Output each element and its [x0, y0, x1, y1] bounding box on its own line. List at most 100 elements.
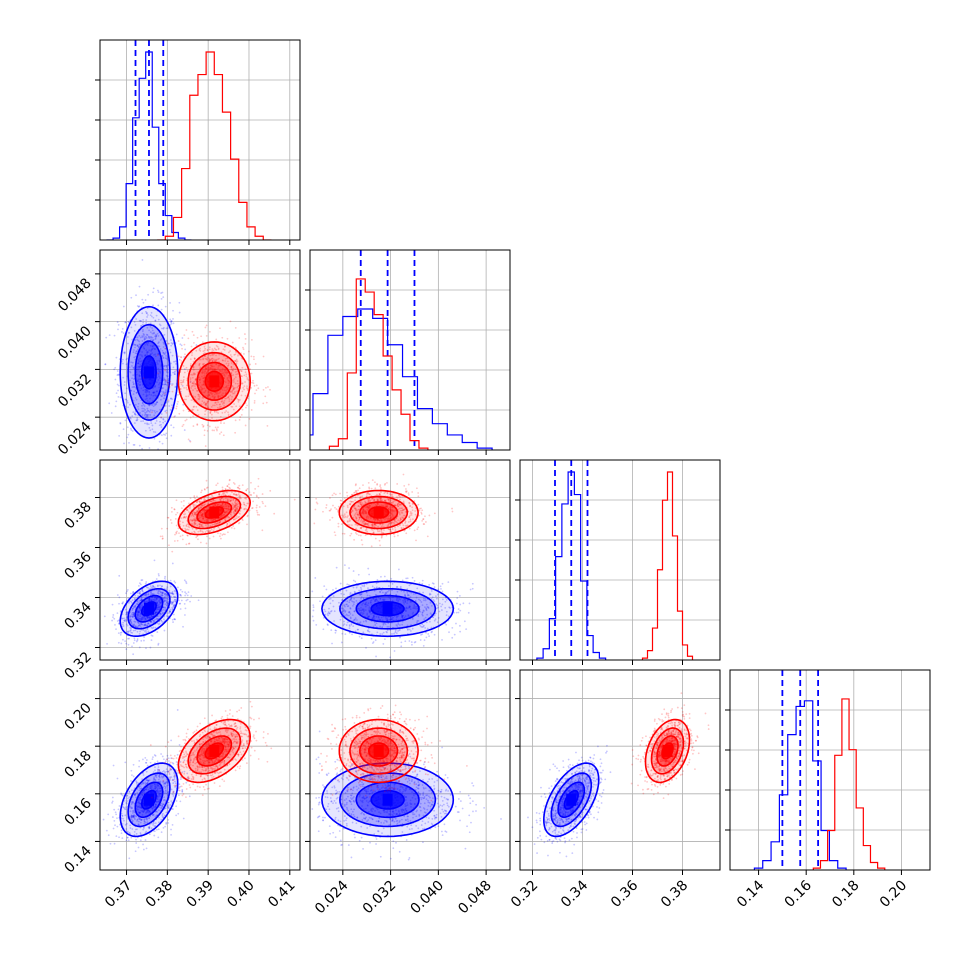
sample-point	[265, 386, 267, 389]
sample-point	[165, 391, 168, 393]
sample-point	[166, 368, 169, 371]
sample-point	[375, 598, 377, 601]
sample-point	[143, 337, 146, 339]
sample-point	[144, 416, 147, 419]
sample-point	[203, 387, 206, 390]
sample-point	[152, 430, 155, 433]
sample-point	[202, 380, 205, 382]
sample-point	[138, 360, 140, 363]
sample-point	[196, 495, 198, 498]
sample-point	[155, 419, 158, 422]
sample-point	[362, 620, 365, 623]
sample-point	[165, 599, 168, 602]
sample-point	[135, 350, 138, 353]
sample-point	[153, 559, 156, 562]
sample-point	[397, 621, 400, 624]
sample-point	[293, 498, 296, 501]
sample-point	[246, 404, 248, 407]
sample-point	[225, 386, 228, 388]
sample-point	[226, 523, 229, 525]
sample-point	[245, 387, 248, 389]
sample-point	[156, 606, 159, 609]
sample-point	[241, 519, 244, 522]
sample-point	[232, 381, 235, 383]
sample-point	[228, 380, 231, 383]
sample-point	[173, 618, 176, 620]
sample-point	[221, 488, 224, 491]
sample-point	[190, 385, 193, 388]
sample-point	[164, 434, 167, 436]
sample-point	[251, 381, 253, 384]
sample-point	[136, 419, 138, 422]
sample-point	[196, 534, 199, 537]
sample-point	[419, 610, 422, 613]
sample-point	[165, 411, 168, 414]
sample-point	[397, 599, 400, 601]
sample-point	[124, 640, 127, 642]
sample-point	[136, 615, 139, 617]
sample-point	[174, 370, 176, 373]
sample-point	[141, 623, 144, 626]
sample-point	[406, 591, 409, 594]
sample-point	[153, 348, 156, 350]
sample-point	[222, 505, 225, 507]
sample-point	[184, 516, 187, 519]
sample-point	[220, 515, 223, 518]
sample-point	[220, 504, 223, 507]
sample-point	[230, 513, 232, 516]
sample-point	[133, 488, 135, 490]
sample-point	[222, 359, 224, 362]
sample-point	[433, 633, 436, 636]
sample-point	[387, 585, 390, 587]
sample-point	[349, 607, 352, 610]
sample-point	[233, 509, 236, 511]
sample-point	[374, 593, 377, 596]
sample-point	[356, 628, 359, 631]
sample-point	[128, 615, 131, 618]
sample-point	[381, 633, 384, 635]
sample-point	[153, 391, 156, 394]
sample-point	[169, 380, 172, 383]
sample-point	[422, 624, 425, 627]
sample-point	[148, 597, 151, 600]
sample-point	[207, 400, 210, 402]
sample-point	[250, 494, 253, 497]
sample-point	[168, 544, 170, 547]
sample-point	[383, 599, 386, 602]
sample-point	[218, 521, 221, 524]
sample-point	[141, 589, 144, 592]
sample-point	[202, 363, 205, 366]
sample-point	[150, 592, 153, 594]
sample-point	[203, 349, 206, 352]
sample-point	[416, 621, 418, 624]
sample-point	[163, 364, 166, 367]
sample-point	[165, 615, 168, 617]
sample-point	[183, 334, 186, 337]
sample-point	[158, 601, 161, 604]
sample-point	[241, 390, 244, 393]
sample-point	[208, 529, 210, 532]
sample-point	[202, 425, 205, 427]
sample-point	[206, 400, 209, 403]
sample-point	[211, 365, 214, 368]
sample-point	[210, 519, 213, 522]
sample-point	[129, 592, 132, 595]
sample-point	[228, 381, 231, 383]
sample-point	[148, 599, 151, 602]
sample-point	[230, 362, 233, 364]
sample-point	[156, 585, 159, 588]
sample-point	[145, 647, 147, 650]
sample-point	[135, 413, 137, 416]
sample-point	[359, 534, 362, 537]
sample-point	[234, 504, 237, 507]
sample-point	[189, 440, 192, 443]
panel-2-1	[305, 459, 511, 665]
sample-point	[159, 339, 162, 341]
sample-point	[171, 398, 174, 400]
sample-point	[171, 601, 173, 604]
sample-point	[139, 590, 142, 593]
sample-point	[189, 506, 192, 508]
sample-point	[149, 322, 152, 325]
sample-point	[425, 608, 428, 611]
sample-point	[352, 570, 355, 572]
